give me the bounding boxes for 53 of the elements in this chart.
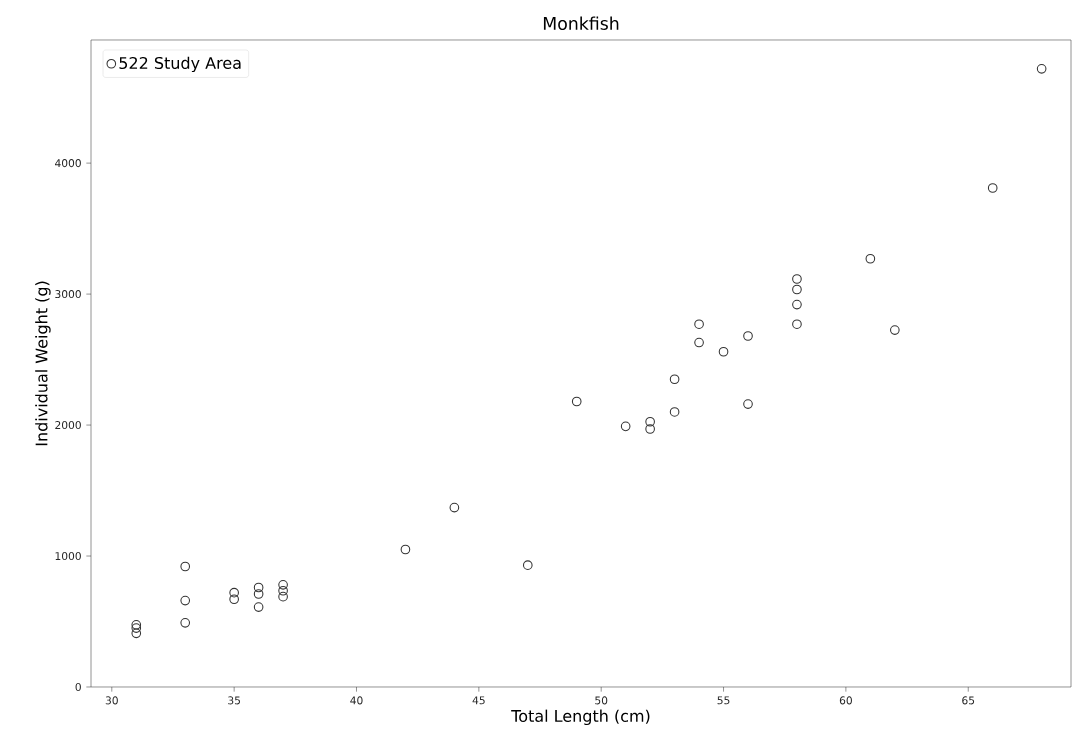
y-tick-label: 2000 xyxy=(55,421,81,430)
y-tick-label: 4000 xyxy=(55,159,81,168)
point xyxy=(743,399,753,409)
x-tick-label: 55 xyxy=(717,696,730,705)
point xyxy=(645,416,655,427)
point xyxy=(400,544,411,555)
point xyxy=(571,396,582,407)
x-tick-label: 40 xyxy=(350,696,363,705)
x-tick-label: 35 xyxy=(228,696,240,705)
point xyxy=(669,374,680,385)
point xyxy=(180,617,191,628)
point xyxy=(180,561,191,572)
point xyxy=(131,628,142,639)
point xyxy=(987,183,998,193)
point xyxy=(645,424,655,434)
legend-label: 522 Study Area xyxy=(119,56,241,73)
chart-title: Monkfish xyxy=(543,16,619,30)
point xyxy=(743,331,753,341)
x-tick-label: 30 xyxy=(105,696,118,705)
point xyxy=(890,325,900,335)
point xyxy=(449,502,460,513)
x-tick-label: 50 xyxy=(595,696,608,705)
point xyxy=(253,582,264,593)
point xyxy=(131,623,142,633)
point xyxy=(229,587,239,598)
x-axis-title: Total Length (cm) xyxy=(511,709,650,726)
point xyxy=(253,589,264,599)
point xyxy=(1036,63,1047,74)
x-tick-label: 60 xyxy=(839,696,852,705)
point xyxy=(669,407,680,417)
point xyxy=(131,619,142,630)
point xyxy=(620,421,631,432)
point xyxy=(792,284,802,295)
y-tick-label: 0 xyxy=(75,682,81,692)
point xyxy=(792,274,802,284)
point xyxy=(694,319,704,330)
y-tick-label: 1000 xyxy=(55,551,81,561)
point xyxy=(229,594,239,605)
point xyxy=(694,337,704,348)
point xyxy=(865,253,876,264)
point xyxy=(278,580,288,590)
point xyxy=(180,595,191,606)
point xyxy=(278,585,288,596)
point xyxy=(522,560,533,571)
y-axis-title: Individual Weight (g) xyxy=(35,281,51,446)
point xyxy=(792,319,802,330)
y-tick-label: 3000 xyxy=(55,290,81,299)
point xyxy=(278,591,288,602)
point xyxy=(792,299,802,310)
point xyxy=(718,346,729,357)
x-tick-label: 45 xyxy=(472,696,485,705)
x-tick-label: 65 xyxy=(962,696,975,705)
point xyxy=(253,602,264,612)
